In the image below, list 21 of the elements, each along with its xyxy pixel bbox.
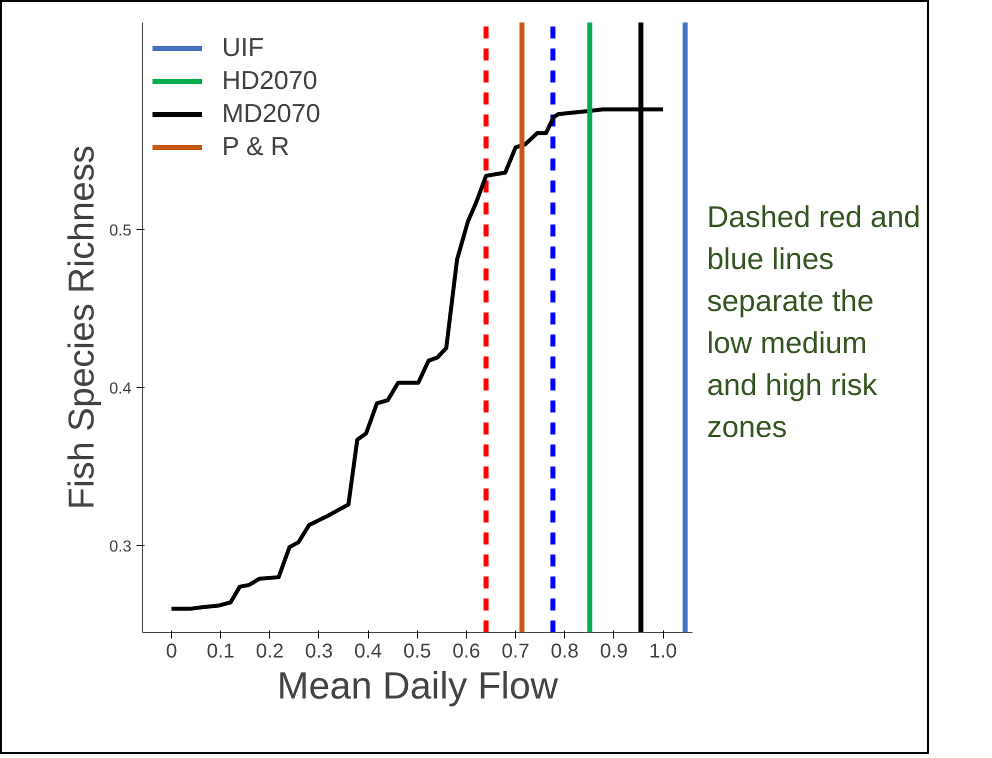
x-tick-label: 0 (166, 640, 178, 662)
legend-label: P & R (222, 131, 290, 162)
x-tick-label: 0.3 (305, 640, 333, 662)
x-tick-label: 1.0 (649, 640, 677, 662)
x-tick-label: 0.9 (600, 640, 628, 662)
y-tick-label: 0.4 (109, 380, 132, 398)
x-tick-label: 0.6 (452, 640, 480, 662)
legend-label: MD2070 (222, 98, 320, 129)
y-tick-label: 0.5 (109, 222, 132, 240)
legend-label: UIF (222, 32, 264, 63)
y-tick-label: 0.3 (109, 538, 132, 556)
x-tick-label: 0.8 (550, 640, 579, 662)
x-tick-label: 0.7 (502, 640, 530, 662)
text: Dashed red and blue lines separate the low medium and high risk zones (707, 200, 922, 446)
x-tick-label: 0.1 (206, 640, 235, 662)
x-tick-label: 0.4 (354, 640, 382, 662)
x-tick-label: 0.2 (256, 640, 284, 662)
y-axis-title: Fish Species Richness (60, 145, 102, 510)
x-axis-title: Mean Daily Flow (277, 666, 558, 708)
legend-label: HD2070 (222, 65, 318, 96)
x-tick-label: 0.5 (403, 640, 432, 662)
